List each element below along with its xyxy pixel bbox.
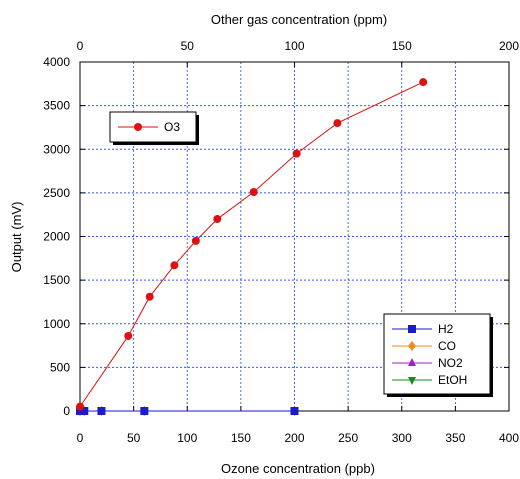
legend-bottom-right: H2 CO NO2 EtOH xyxy=(383,313,493,397)
x-tick-label: 200 xyxy=(284,431,304,445)
series-h2 xyxy=(76,407,299,415)
x-tick-label: 0 xyxy=(77,431,84,445)
x-axis-label: Ozone concentration (ppb) xyxy=(221,461,375,476)
axis-ticks: 0 50 100 150 200 250 300 350 4000 50 100 150 2000500… xyxy=(43,39,519,445)
legend-marker-etoh xyxy=(408,377,416,385)
y-tick-label: 1500 xyxy=(43,273,70,287)
y-tick-label: 2000 xyxy=(43,230,70,244)
legend-marker-h2 xyxy=(408,325,416,333)
x2-tick-label: 0 xyxy=(77,39,84,53)
y-axis-label: Output (mV) xyxy=(9,202,24,273)
legend-layer: O3 H2 CO NO2 EtOH xyxy=(109,111,493,397)
x-tick-label: 150 xyxy=(231,431,251,445)
data-point-o3 xyxy=(333,119,342,128)
data-point-h2 xyxy=(290,407,299,415)
data-point-o3 xyxy=(145,292,154,301)
legend-top-left: O3 xyxy=(109,111,199,145)
data-point-o3 xyxy=(292,149,301,158)
data-point-o3 xyxy=(170,261,179,270)
x2-tick-label: 100 xyxy=(284,39,304,53)
series-layer xyxy=(76,78,428,416)
data-point-o3 xyxy=(249,188,258,197)
data-point-o3 xyxy=(124,331,133,340)
legend-box xyxy=(383,313,491,395)
legend-marker-co xyxy=(408,341,416,351)
x2-tick-label: 200 xyxy=(499,39,519,53)
x-tick-label: 300 xyxy=(392,431,412,445)
x2-tick-label: 50 xyxy=(181,39,195,53)
y-tick-label: 3000 xyxy=(43,142,70,156)
y-tick-label: 1000 xyxy=(43,317,70,331)
x-tick-label: 100 xyxy=(177,431,197,445)
x2-tick-label: 150 xyxy=(392,39,412,53)
y-tick-label: 2500 xyxy=(43,186,70,200)
series-o3 xyxy=(76,78,428,411)
y-tick-label: 0 xyxy=(63,404,70,418)
x-tick-label: 350 xyxy=(445,431,465,445)
data-point-o3 xyxy=(191,236,200,245)
legend-label-co: CO xyxy=(438,339,456,353)
y-tick-label: 4000 xyxy=(43,55,70,69)
data-point-o3 xyxy=(419,78,428,87)
data-point-h2 xyxy=(80,407,89,415)
legend-label-no2: NO2 xyxy=(438,356,463,370)
legend-label-o3: O3 xyxy=(164,120,180,134)
y-tick-label: 3500 xyxy=(43,99,70,113)
data-point-h2 xyxy=(97,407,106,415)
legend-label-h2: H2 xyxy=(438,322,454,336)
x-tick-label: 400 xyxy=(499,431,519,445)
y-tick-label: 500 xyxy=(50,360,70,374)
x-tick-label: 250 xyxy=(338,431,358,445)
legend-label-etoh: EtOH xyxy=(438,373,467,387)
data-point-h2 xyxy=(76,407,84,415)
series-line-o3 xyxy=(79,81,424,407)
legend-marker-o3 xyxy=(134,123,142,131)
data-point-h2 xyxy=(140,407,149,415)
x-tick-label: 50 xyxy=(127,431,141,445)
data-point-o3 xyxy=(76,402,84,411)
x2-axis-label: Other gas concentration (ppm) xyxy=(211,12,387,27)
legend-marker-no2 xyxy=(408,358,416,366)
data-point-o3 xyxy=(213,215,222,224)
